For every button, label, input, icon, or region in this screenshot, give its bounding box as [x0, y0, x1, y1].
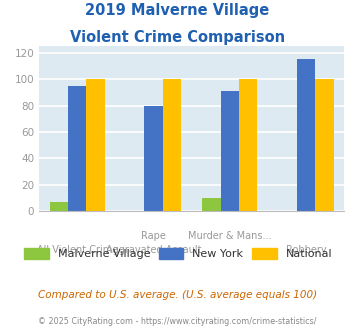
Bar [202, 198, 221, 211]
Legend: Malverne Village, New York, National: Malverne Village, New York, National [20, 244, 337, 263]
Text: Robbery: Robbery [286, 245, 327, 254]
Text: Murder & Mans...: Murder & Mans... [188, 231, 272, 241]
Bar [315, 79, 334, 211]
Text: Violent Crime Comparison: Violent Crime Comparison [70, 30, 285, 45]
Bar [221, 91, 239, 211]
Text: Rape: Rape [141, 231, 166, 241]
Bar [86, 79, 105, 211]
Bar [239, 79, 257, 211]
Text: Aggravated Assault: Aggravated Assault [106, 245, 201, 254]
Bar [297, 59, 315, 211]
Text: © 2025 CityRating.com - https://www.cityrating.com/crime-statistics/: © 2025 CityRating.com - https://www.city… [38, 317, 317, 326]
Text: Compared to U.S. average. (U.S. average equals 100): Compared to U.S. average. (U.S. average … [38, 290, 317, 300]
Bar [144, 106, 163, 211]
Text: All Violent Crime: All Violent Crime [37, 245, 118, 254]
Bar [163, 79, 181, 211]
Bar [68, 86, 86, 211]
Text: 2019 Malverne Village: 2019 Malverne Village [85, 3, 270, 18]
Bar [50, 202, 68, 211]
